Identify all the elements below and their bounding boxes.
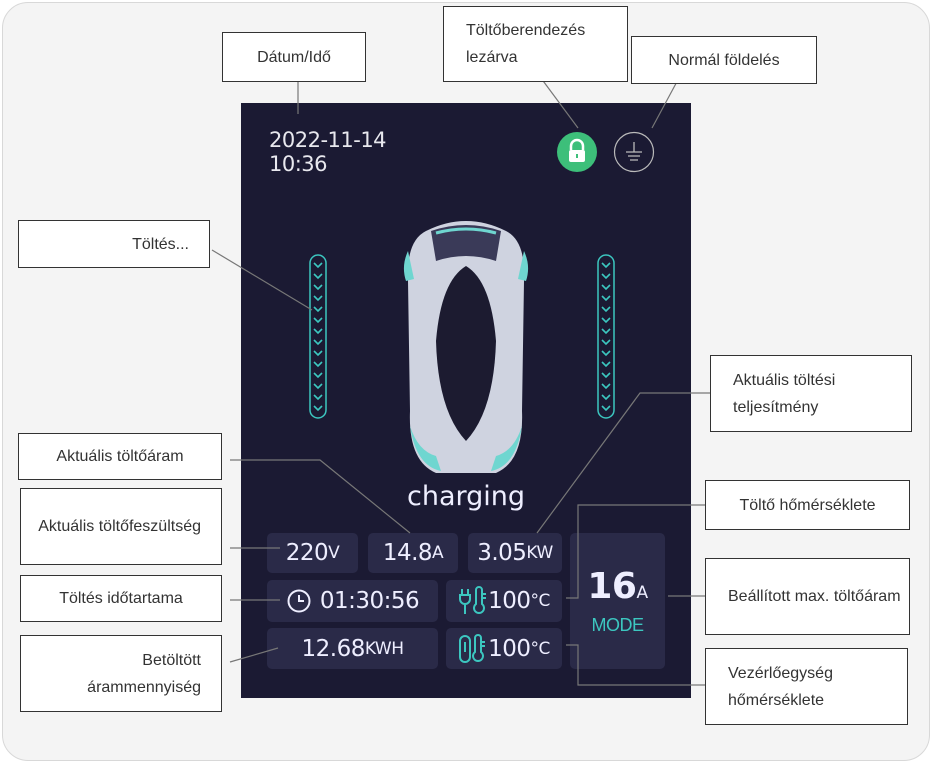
- charger-temp-tile: 100 °C: [446, 580, 562, 622]
- chevron-down-icon: [313, 262, 323, 269]
- charger-screen: 2022-11-14 10:36 charging 220 V 14.8 A 3.05…: [241, 103, 691, 698]
- chevron-down-icon: [313, 273, 323, 280]
- chevron-down-icon: [601, 350, 611, 357]
- voltage-tile: 220 V: [267, 533, 358, 573]
- voltage-value: 220: [285, 540, 329, 566]
- chevron-down-icon: [313, 306, 323, 313]
- charger-temp-unit: °C: [530, 591, 551, 611]
- mode-label: MODE: [591, 615, 645, 635]
- charging-status: charging: [406, 481, 526, 512]
- energy-unit: KWH: [364, 638, 404, 659]
- label-duration: Töltés időtartama: [20, 575, 222, 622]
- chevron-down-icon: [313, 284, 323, 291]
- label-locked: Töltőberendezés lezárva: [443, 6, 628, 82]
- chevron-down-icon: [601, 317, 611, 324]
- plug-thermometer-icon: [459, 586, 487, 614]
- max-current-value: 16: [587, 566, 637, 607]
- chevron-down-icon: [313, 383, 323, 390]
- chevron-down-icon: [601, 405, 611, 412]
- controller-temp-unit: °C: [530, 638, 551, 659]
- chevron-down-icon: [313, 372, 323, 379]
- chevron-down-icon: [601, 394, 611, 401]
- chevron-down-icon: [601, 383, 611, 390]
- chevron-down-icon: [313, 394, 323, 401]
- chevron-down-icon: [601, 273, 611, 280]
- chevron-down-icon: [601, 328, 611, 335]
- chevron-down-icon: [313, 339, 323, 346]
- date-text: 2022-11-14: [269, 128, 387, 152]
- label-controller-temp: Vezérlőegység hőmérséklete: [705, 648, 908, 725]
- chevron-down-icon: [313, 328, 323, 335]
- chevron-down-icon: [313, 361, 323, 368]
- chevron-down-icon: [601, 372, 611, 379]
- mode-tile[interactable]: 16A MODE: [570, 533, 665, 669]
- power-value: 3.05: [477, 540, 527, 566]
- power-unit: KW: [526, 543, 553, 563]
- current-tile: 14.8 A: [368, 533, 458, 573]
- controller-temp-tile: 100 °C: [446, 628, 562, 669]
- time-text: 10:36: [269, 152, 328, 176]
- label-datetime: Dátum/Idő: [222, 32, 366, 82]
- ground-icon: [613, 131, 655, 173]
- label-current: Aktuális töltőáram: [18, 433, 222, 480]
- current-unit: A: [432, 543, 444, 563]
- label-grounding: Normál földelés: [631, 36, 817, 84]
- chevron-down-icon: [313, 317, 323, 324]
- energy-tile: 12.68 KWH: [267, 628, 438, 669]
- chevron-down-icon: [313, 405, 323, 412]
- charging-bar-1: [597, 254, 615, 419]
- chevron-down-icon: [313, 350, 323, 357]
- chevron-down-icon: [601, 262, 611, 269]
- charging-animation: [309, 254, 615, 419]
- clock-icon: [287, 589, 311, 613]
- lock-icon: [557, 132, 597, 172]
- label-energy: Betöltött árammennyiség: [20, 635, 222, 712]
- duration-tile: 01:30:56: [267, 580, 438, 622]
- label-voltage: Aktuális töltőfeszültség: [20, 488, 222, 565]
- chevron-down-icon: [601, 339, 611, 346]
- chevron-down-icon: [601, 306, 611, 313]
- controller-temp-value: 100: [488, 635, 531, 662]
- power-tile: 3.05 KW: [468, 533, 562, 573]
- label-max-current: Beállított max. töltőáram: [705, 558, 910, 635]
- chevron-down-icon: [601, 284, 611, 291]
- label-charger-temp: Töltő hőmérséklete: [705, 480, 910, 530]
- label-charging: Töltés...: [18, 220, 210, 268]
- datetime-display: 2022-11-14 10:36: [269, 128, 387, 176]
- current-value: 14.8: [382, 540, 433, 566]
- voltage-unit: V: [328, 543, 340, 563]
- max-current-unit: A: [636, 583, 648, 603]
- car-image: [403, 221, 529, 473]
- charging-bar-0: [309, 254, 327, 419]
- charger-temp-value: 100: [488, 588, 531, 614]
- chevron-down-icon: [313, 295, 323, 302]
- chevron-down-icon: [601, 361, 611, 368]
- energy-value: 12.68: [301, 635, 366, 662]
- chevron-down-icon: [601, 295, 611, 302]
- controller-thermometer-icon: [459, 633, 486, 663]
- duration-value: 01:30:56: [319, 588, 420, 614]
- label-power: Aktuális töltési teljesítmény: [710, 355, 912, 432]
